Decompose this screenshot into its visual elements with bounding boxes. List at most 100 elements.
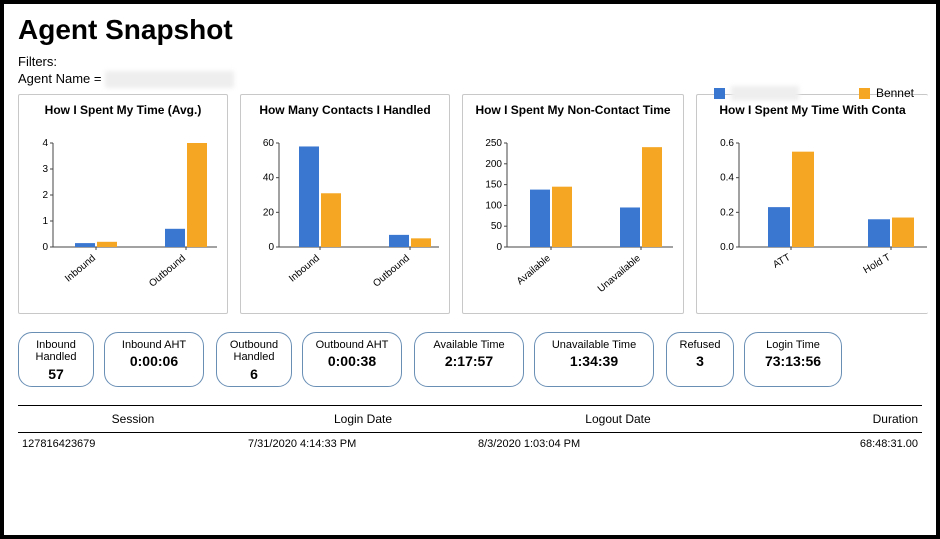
chart-title: How I Spent My Time With Conta [703, 103, 922, 131]
kpi-label: Unavailable Time [539, 339, 649, 352]
bar-series1 [530, 189, 550, 246]
col-login-date[interactable]: Login Date [248, 412, 478, 426]
legend-label-1: ████████ [731, 86, 799, 100]
col-session[interactable]: Session [18, 412, 248, 426]
category-label: Available [515, 252, 553, 287]
svg-text:0.6: 0.6 [720, 138, 734, 149]
kpi-card: Outbound AHT0:00:38 [302, 332, 402, 387]
kpi-card: Login Time73:13:56 [744, 332, 842, 387]
chart-svg: 0 50 100 150 200 250 Available Unavailable [469, 137, 677, 307]
svg-text:20: 20 [263, 207, 275, 218]
category-label: Hold T [862, 252, 893, 276]
kpi-card: Available Time2:17:57 [414, 332, 524, 387]
kpi-value: 0:00:38 [307, 353, 397, 369]
kpi-value: 0:00:06 [109, 353, 199, 369]
chart-svg: 01234InboundOutbound [25, 137, 221, 307]
svg-text:0: 0 [42, 242, 48, 253]
svg-text:200: 200 [485, 159, 502, 170]
table-header: Session Login Date Logout Date Duration [18, 405, 922, 433]
svg-text:0: 0 [268, 242, 274, 253]
table-cell: 8/3/2020 1:03:04 PM [478, 438, 758, 450]
category-label: Outbound [147, 253, 188, 290]
chart-svg: 0.0 0.2 0.4 0.6 ATT Hold T [703, 137, 927, 307]
kpi-card: Inbound Handled 57 [18, 332, 94, 387]
bar-series1 [768, 207, 790, 247]
chart-card-chart3: How I Spent My Non-Contact Time 0 50 100 150… [462, 94, 684, 314]
bar-series2 [792, 151, 814, 246]
bar-series1 [75, 243, 95, 247]
kpi-value: 1:34:39 [539, 353, 649, 369]
kpi-value: 6 [221, 366, 287, 382]
kpi-card: Inbound AHT0:00:06 [104, 332, 204, 387]
kpi-group-3: Refused3Login Time73:13:56 [666, 332, 842, 387]
chart-title: How I Spent My Non-Contact Time [469, 103, 677, 131]
table-body: 1278164236797/31/2020 4:14:33 PM8/3/2020… [18, 433, 922, 455]
kpi-label: Login Time [749, 339, 837, 352]
legend-swatch-2 [859, 88, 870, 99]
legend-swatch-1 [714, 88, 725, 99]
chart-title: How I Spent My Time (Avg.) [25, 103, 221, 131]
svg-text:250: 250 [485, 138, 502, 149]
filter-agent-name-value: ██████████████ [105, 71, 234, 88]
kpi-card: Refused3 [666, 332, 734, 387]
bar-series2 [892, 217, 914, 246]
kpi-label: Available Time [419, 339, 519, 352]
table-cell: 68:48:31.00 [758, 438, 922, 450]
svg-text:0.0: 0.0 [720, 242, 734, 253]
bar-series2 [187, 143, 207, 247]
legend-item-1: ████████ [714, 86, 799, 100]
kpi-card: Outbound Handled 6 [216, 332, 292, 387]
filters-label: Filters: [18, 54, 922, 71]
filter-agent-name-prefix: Agent Name = [18, 71, 105, 86]
col-duration[interactable]: Duration [758, 412, 922, 426]
chart-card-chart4: How I Spent My Time With Conta0.00.20.40… [696, 94, 928, 314]
svg-text:0.4: 0.4 [720, 172, 734, 183]
category-label: ATT [771, 252, 792, 271]
chart-card-chart1: How I Spent My Time (Avg.)01234InboundOu… [18, 94, 228, 314]
bar-series2 [552, 186, 572, 246]
filters-block: Filters: Agent Name = ██████████████ [18, 54, 922, 88]
kpi-group-0: Inbound Handled 57 Inbound AHT0:00:06 [18, 332, 204, 387]
svg-text:0.2: 0.2 [720, 207, 734, 218]
kpi-group-2: Available Time2:17:57Unavailable Time1:3… [414, 332, 654, 387]
category-label: Unavailable [596, 252, 643, 294]
kpi-label: Refused [671, 339, 729, 352]
bar-series1 [389, 235, 409, 247]
svg-text:3: 3 [42, 164, 48, 175]
session-table: Session Login Date Logout Date Duration … [18, 405, 922, 455]
svg-text:100: 100 [485, 200, 502, 211]
kpi-label: Outbound AHT [307, 339, 397, 352]
chart-legend: ████████ Bennet [714, 86, 914, 100]
svg-text:40: 40 [263, 172, 275, 183]
table-row[interactable]: 1278164236797/31/2020 4:14:33 PM8/3/2020… [18, 433, 922, 455]
kpi-value: 73:13:56 [749, 353, 837, 369]
page-title: Agent Snapshot [18, 14, 922, 46]
bar-series1 [620, 207, 640, 247]
svg-text:60: 60 [263, 138, 275, 149]
category-label: Inbound [63, 253, 98, 285]
kpi-value: 3 [671, 353, 729, 369]
kpi-card: Unavailable Time1:34:39 [534, 332, 654, 387]
bar-series1 [868, 219, 890, 247]
kpi-label: Inbound Handled [23, 339, 89, 364]
legend-label-2: Bennet [876, 86, 914, 100]
svg-text:150: 150 [485, 179, 502, 190]
bar-series1 [299, 146, 319, 247]
kpi-value: 2:17:57 [419, 353, 519, 369]
kpi-label: Outbound Handled [221, 339, 287, 364]
svg-text:50: 50 [491, 221, 503, 232]
col-logout-date[interactable]: Logout Date [478, 412, 758, 426]
kpi-value: 57 [23, 366, 89, 382]
table-cell: 7/31/2020 4:14:33 PM [248, 438, 478, 450]
legend-item-2: Bennet [859, 86, 914, 100]
category-label: Outbound [371, 253, 412, 290]
chart-title: How Many Contacts I Handled [247, 103, 443, 131]
kpi-group-1: Outbound Handled 6 Outbound AHT0:00:38 [216, 332, 402, 387]
svg-text:1: 1 [42, 216, 48, 227]
chart-card-chart2: How Many Contacts I Handled0204060Inboun… [240, 94, 450, 314]
bar-series1 [165, 229, 185, 247]
chart-row: How I Spent My Time (Avg.)01234InboundOu… [18, 94, 922, 314]
svg-text:0: 0 [496, 242, 502, 253]
svg-text:2: 2 [42, 190, 48, 201]
kpi-label: Inbound AHT [109, 339, 199, 352]
